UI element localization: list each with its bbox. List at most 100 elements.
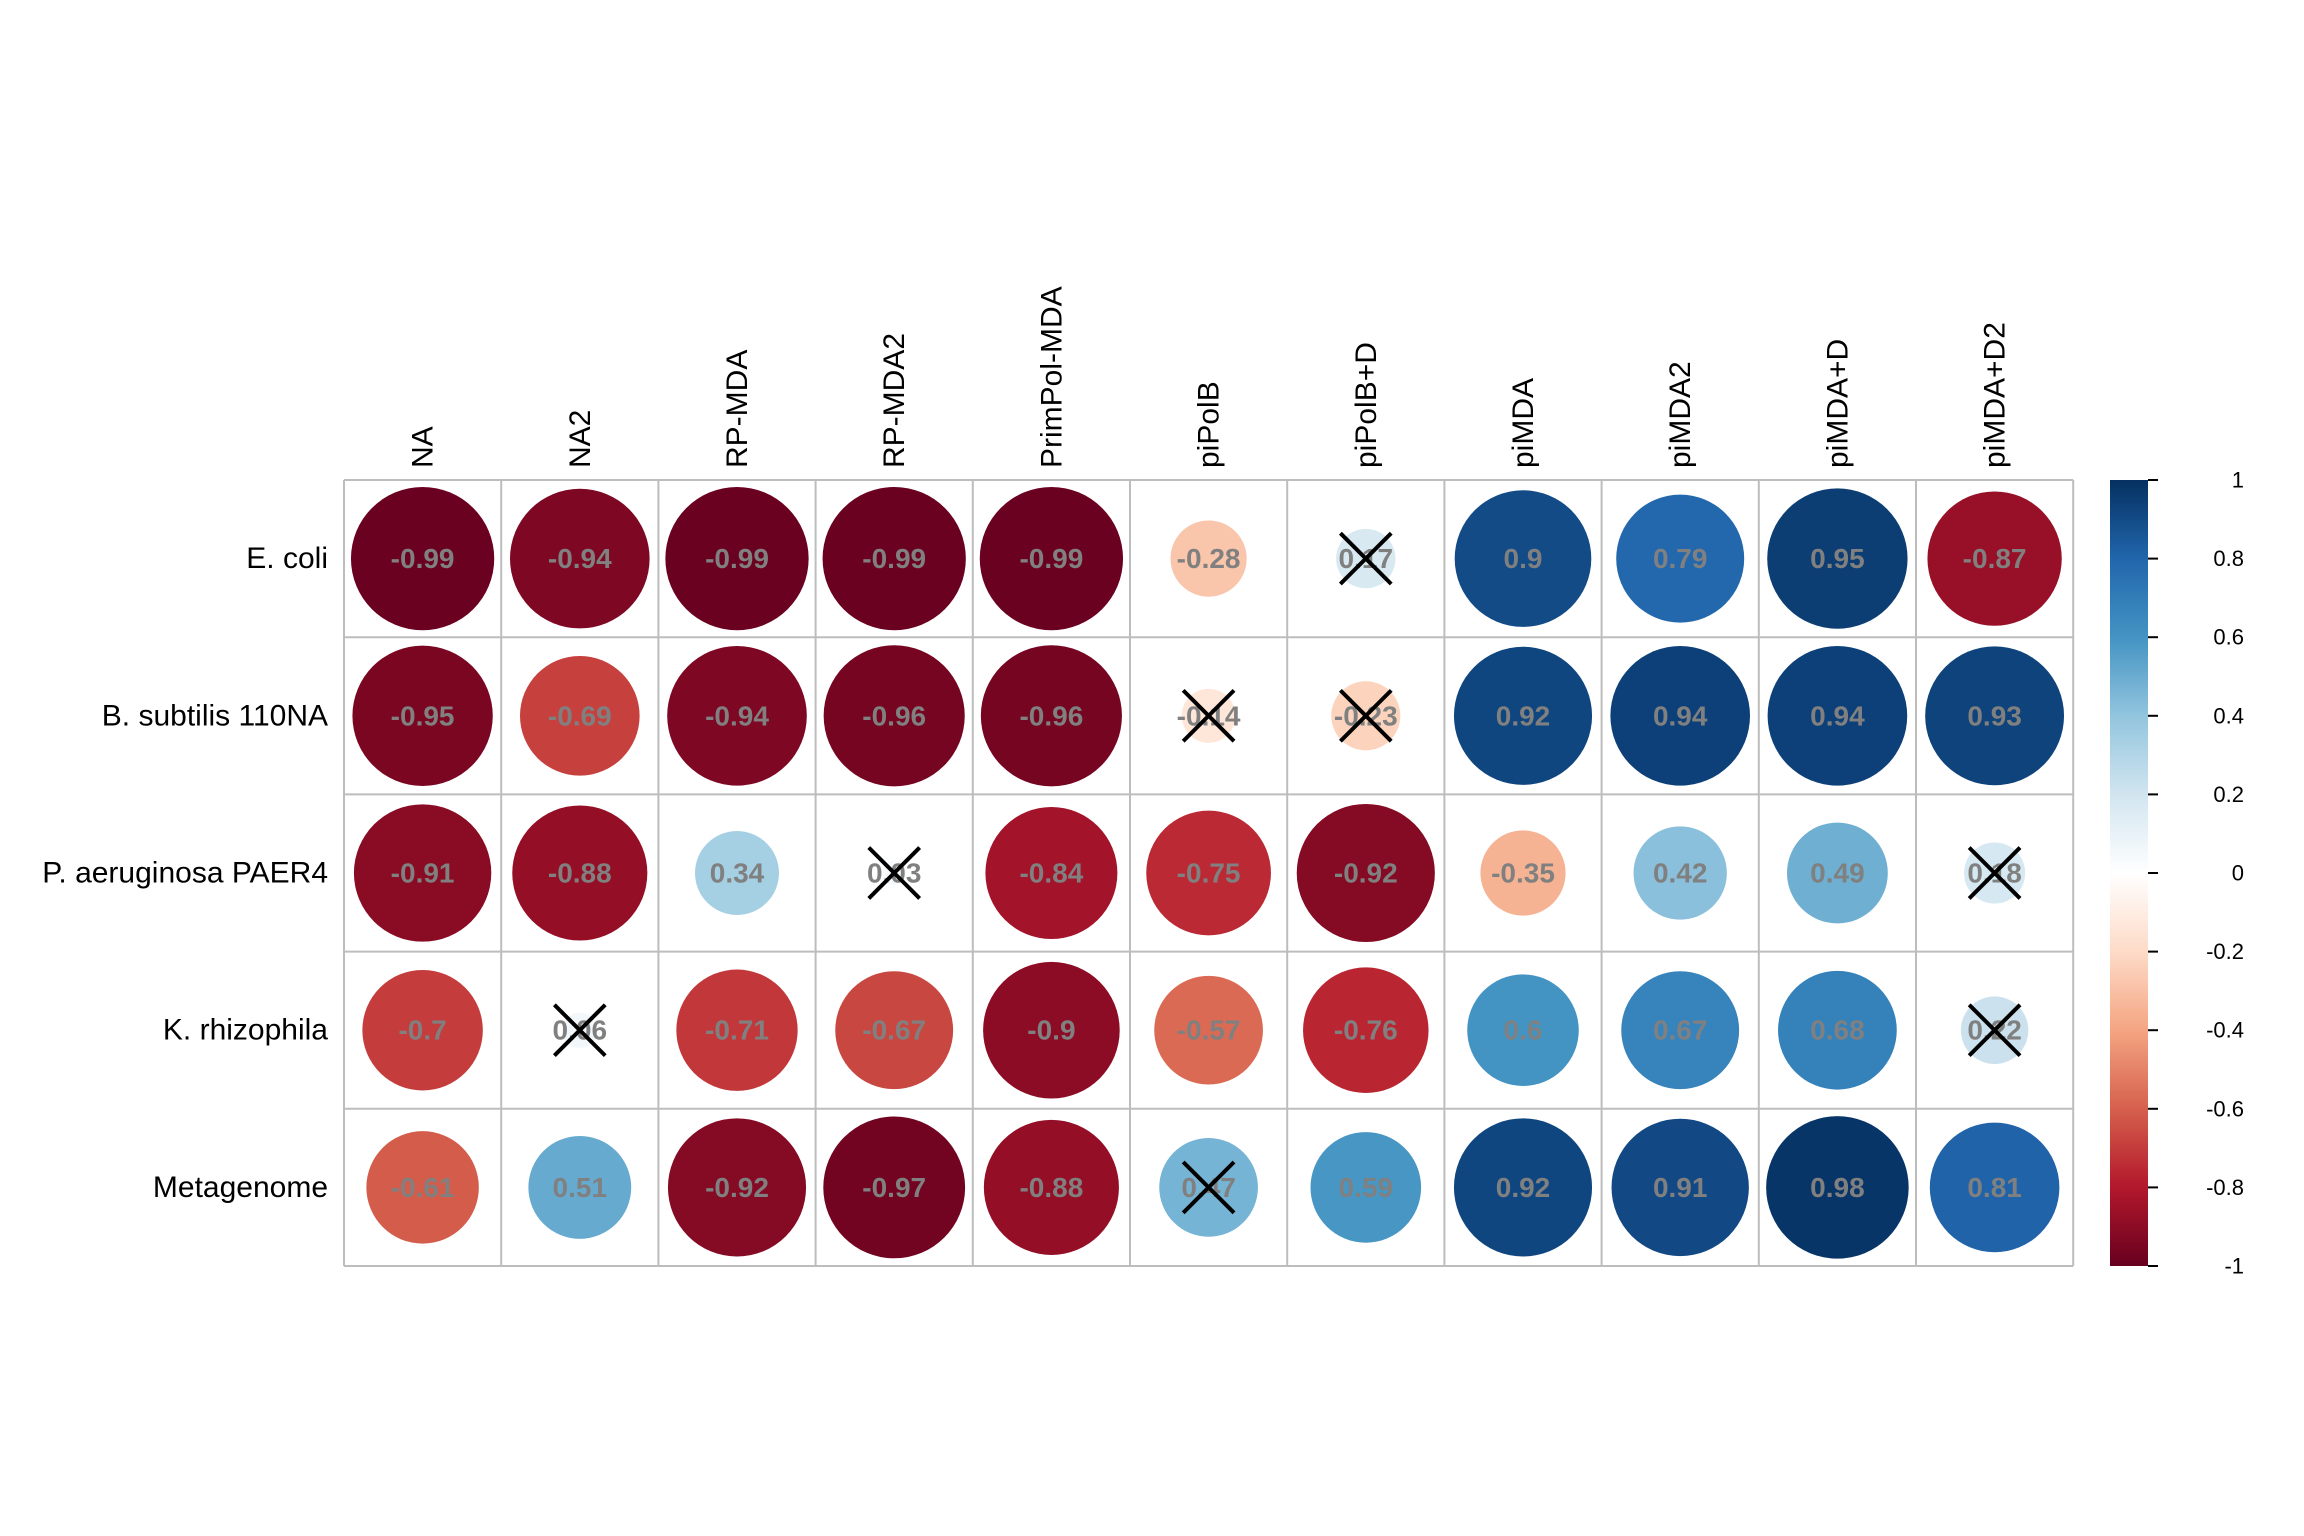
correlation-value-label: -0.69 <box>548 700 612 731</box>
correlation-circle <box>1616 494 1745 623</box>
correlation-circle <box>353 804 492 942</box>
correlation-value-label: -0.7 <box>398 1015 446 1046</box>
correlation-cell: -0.35 <box>1480 830 1566 916</box>
correlation-circle <box>1480 830 1566 916</box>
correlation-cell: 0.42 <box>1633 826 1727 920</box>
correlation-circle <box>667 645 807 786</box>
correlation-cell: 0.18 <box>1964 842 2026 904</box>
correlation-circle <box>1453 646 1593 785</box>
correlation-cell: -0.84 <box>985 807 1118 939</box>
correlation-cell: -0.76 <box>1303 967 1429 1093</box>
correlation-cell: 0.59 <box>1310 1132 1422 1243</box>
legend-tick-label: -0.2 <box>2206 939 2244 964</box>
correlation-circle <box>509 488 650 629</box>
correlation-value-label: -0.99 <box>862 543 926 574</box>
column-label: PrimPol-MDA <box>1035 286 1068 468</box>
correlation-value-label: 0.67 <box>1653 1015 1708 1046</box>
correlation-value-label: 0.98 <box>1810 1172 1865 1203</box>
row-labels: E. coli B. subtilis 110NA P. aeruginosa PA… <box>42 542 328 1204</box>
correlation-circle <box>1787 822 1888 924</box>
correlation-value-label: 0.93 <box>1967 700 2022 731</box>
correlation-circle <box>352 645 493 786</box>
correlation-cell: -0.67 <box>835 971 954 1090</box>
correlation-cell: -0.9 <box>983 961 1120 1099</box>
correlation-circle <box>667 1118 807 1257</box>
correlation-cell: 0.92 <box>1453 646 1593 785</box>
correlation-cell: 0.81 <box>1929 1122 2060 1253</box>
correlation-circle <box>1621 971 1740 1090</box>
correlation-value-label: 0.79 <box>1653 543 1708 574</box>
row-label: Metagenome <box>153 1171 328 1204</box>
correlation-cell: -0.88 <box>983 1119 1119 1255</box>
not-significant-cross-icon <box>552 1003 607 1058</box>
legend-tick-label: -0.8 <box>2206 1175 2244 1200</box>
correlation-cell: -0.99 <box>822 486 966 631</box>
correlation-value-label: 0.51 <box>553 1172 608 1203</box>
correlation-circle <box>519 655 640 776</box>
legend-tick-label: 1 <box>2232 468 2244 493</box>
correlation-cell: -0.23 <box>1331 681 1401 751</box>
correlation-value-label: 0.81 <box>1967 1172 2022 1203</box>
correlation-cell: 0.94 <box>1610 645 1751 786</box>
correlation-value-label: 0.91 <box>1653 1172 1708 1203</box>
correlation-circle <box>835 971 954 1090</box>
column-label: piPolB+D <box>1350 342 1383 468</box>
correlation-cell: 0.67 <box>1621 971 1740 1090</box>
correlation-cell: -0.7 <box>362 969 483 1091</box>
correlation-circle <box>1467 974 1579 1086</box>
column-label: NA2 <box>564 410 597 468</box>
correlation-value-label: 0.92 <box>1496 1172 1551 1203</box>
correlation-cell: 0.95 <box>1767 488 1908 629</box>
correlation-cell: 0.94 <box>1767 645 1908 786</box>
row-label: B. subtilis 110NA <box>102 699 328 732</box>
row-label: K. rhizophila <box>163 1014 328 1047</box>
correlation-circle <box>983 1119 1119 1255</box>
correlation-value-label: -0.57 <box>1177 1015 1241 1046</box>
legend-tick-label: -0.4 <box>2206 1018 2244 1043</box>
correlation-circle <box>822 486 966 631</box>
correlation-value-label: 0.34 <box>710 858 765 889</box>
correlation-value-label: -0.88 <box>1019 1172 1083 1203</box>
legend-tick-label: 0.8 <box>2213 546 2244 571</box>
correlation-cell: -0.87 <box>1927 491 2062 626</box>
correlation-value-label: -0.71 <box>705 1015 769 1046</box>
correlation-cell: 0.17 <box>1336 528 1396 589</box>
correlation-circle <box>362 969 483 1091</box>
column-label: RP-MDA <box>721 350 754 468</box>
correlation-value-label: -0.84 <box>1019 858 1083 889</box>
correlation-circle <box>350 486 495 631</box>
correlation-cell: -0.75 <box>1146 810 1271 936</box>
correlation-value-label: -0.97 <box>862 1172 926 1203</box>
correlation-circle <box>983 961 1120 1099</box>
row-label: P. aeruginosa PAER4 <box>42 857 328 890</box>
correlation-circle <box>1778 970 1897 1090</box>
correlation-cell: -0.28 <box>1170 520 1247 597</box>
correlation-circle <box>1454 490 1592 627</box>
not-significant-cross-icon <box>1181 688 1236 743</box>
correlation-value-label: -0.96 <box>1019 700 1083 731</box>
correlation-cell: 0.79 <box>1616 494 1745 623</box>
correlation-cell: 0.92 <box>1453 1118 1593 1257</box>
correlation-cell: -0.92 <box>667 1118 807 1257</box>
correlation-cell: 0.93 <box>1925 646 2065 786</box>
correlation-circle <box>1767 645 1908 786</box>
correlation-cell: 0.98 <box>1766 1116 1909 1259</box>
correlation-circle <box>823 645 965 787</box>
not-significant-cross-icon <box>1967 1003 2022 1058</box>
correlation-circle <box>1146 810 1271 936</box>
correlation-circle <box>1154 975 1263 1085</box>
column-label: RP-MDA2 <box>878 333 911 468</box>
correlation-circle <box>1925 646 2065 786</box>
not-significant-cross-icon <box>1181 1160 1236 1215</box>
column-label: piPolB <box>1193 381 1226 468</box>
correlation-circle <box>1303 967 1429 1093</box>
correlation-value-label: 0.94 <box>1653 700 1708 731</box>
correlation-cell: 0.51 <box>528 1135 632 1239</box>
correlation-circle <box>980 645 1122 787</box>
correlation-value-label: -0.92 <box>1334 858 1398 889</box>
correlation-value-label: -0.92 <box>705 1172 769 1203</box>
correlation-circle <box>1296 803 1435 943</box>
correlation-cell: -0.71 <box>676 969 798 1091</box>
correlation-cell: 0.34 <box>695 831 779 915</box>
